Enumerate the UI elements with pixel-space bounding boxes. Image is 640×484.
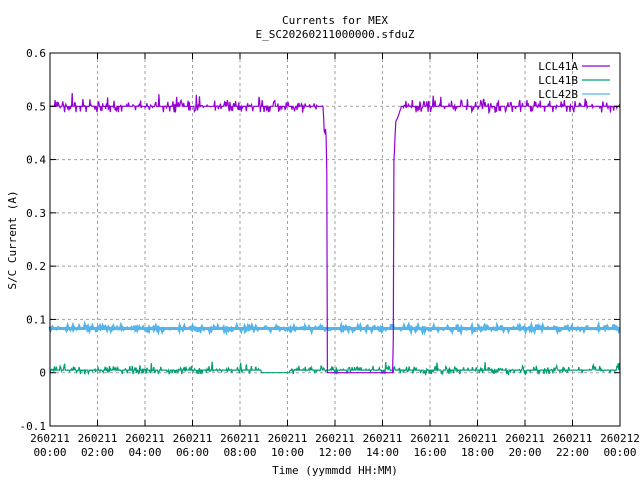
x-tick-label-time: 14:00 — [366, 446, 399, 459]
x-tick-label-date: 260211 — [173, 432, 213, 445]
x-tick-label-time: 16:00 — [413, 446, 446, 459]
series-line-lcl41a — [50, 92, 621, 374]
x-tick-label-time: 02:00 — [81, 446, 114, 459]
x-tick-label-time: 18:00 — [461, 446, 494, 459]
legend-label: LCL41B — [538, 74, 578, 87]
x-tick-label-time: 08:00 — [223, 446, 256, 459]
y-tick-label: -0.1 — [20, 420, 47, 433]
x-tick-label-date: 260211 — [410, 432, 450, 445]
y-tick-label: 0.1 — [26, 313, 46, 326]
x-tick-label-date: 260211 — [125, 432, 165, 445]
x-tick-label-date: 260211 — [220, 432, 260, 445]
series-lines — [48, 92, 621, 377]
x-tick-label-time: 22:00 — [556, 446, 589, 459]
x-tick-label-time: 06:00 — [176, 446, 209, 459]
x-tick-label-time: 04:00 — [128, 446, 161, 459]
x-tick-label-date: 260212 — [600, 432, 640, 445]
y-tick-label: 0 — [39, 367, 46, 380]
series-line-lcl42b — [48, 320, 621, 337]
y-tick-label: 0.2 — [26, 260, 46, 273]
x-tick-label-time: 12:00 — [318, 446, 351, 459]
grid — [50, 53, 620, 426]
chart-title: Currents for MEX — [282, 14, 388, 27]
x-tick-label-date: 260211 — [505, 432, 545, 445]
legend-label: LCL42B — [538, 88, 578, 101]
x-tick-label-date: 260211 — [78, 432, 118, 445]
x-tick-label-date: 260211 — [458, 432, 498, 445]
x-tick-label-time: 00:00 — [603, 446, 636, 459]
x-tick-label-date: 260211 — [553, 432, 593, 445]
x-tick-label-time: 20:00 — [508, 446, 541, 459]
x-tick-label-date: 260211 — [268, 432, 308, 445]
axis-ticks: -0.100.10.20.30.40.50.626021100:00260211… — [20, 47, 640, 459]
x-tick-label-date: 260211 — [363, 432, 403, 445]
x-axis-label: Time (yymmdd HH:MM) — [272, 464, 398, 477]
x-tick-label-time: 00:00 — [33, 446, 66, 459]
x-tick-label-time: 10:00 — [271, 446, 304, 459]
x-tick-label-date: 260211 — [315, 432, 355, 445]
y-tick-label: 0.6 — [26, 47, 46, 60]
y-tick-label: 0.4 — [26, 154, 46, 167]
x-tick-label-date: 260211 — [30, 432, 70, 445]
legend-label: LCL41A — [538, 60, 578, 73]
chart-subtitle: E_SC20260211000000.sfduZ — [256, 28, 415, 41]
y-axis-label: S/C Current (A) — [6, 190, 19, 289]
series-line-lcl41b — [49, 361, 621, 377]
y-tick-label: 0.3 — [26, 207, 46, 220]
y-tick-label: 0.5 — [26, 100, 46, 113]
